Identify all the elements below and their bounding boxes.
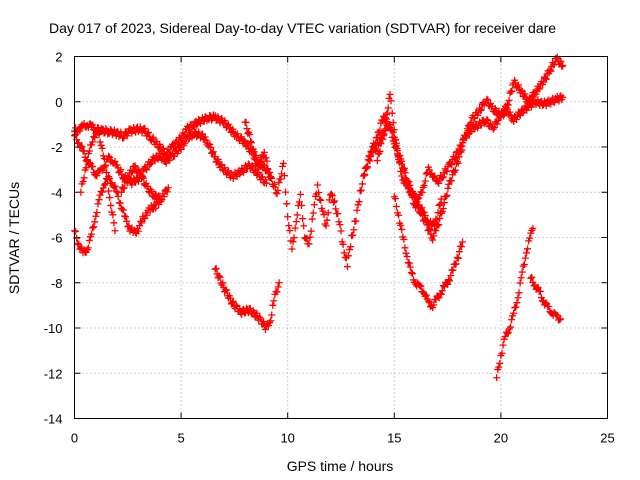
series-markers <box>360 53 567 244</box>
y-tick-label: -4 <box>51 185 63 200</box>
series-markers <box>211 264 283 333</box>
y-tick-label: 0 <box>55 95 62 110</box>
x-axis-title: GPS time / hours <box>287 458 394 474</box>
series-markers <box>493 224 537 382</box>
x-tick-label: 10 <box>280 431 294 446</box>
data-series <box>71 53 567 382</box>
series-markers <box>77 128 119 235</box>
series-4 <box>77 128 119 235</box>
x-tick-label: 15 <box>387 431 401 446</box>
series-6 <box>211 264 283 333</box>
y-tick-label: -10 <box>44 321 63 336</box>
y-tick-label: -14 <box>44 412 63 427</box>
series-11 <box>493 224 537 382</box>
x-tick-label: 5 <box>177 431 184 446</box>
x-tick-labels: 0 5 10 15 20 25 <box>71 431 615 446</box>
series-12 <box>527 273 565 324</box>
y-tick-label: -12 <box>44 366 63 381</box>
y-axis-title: SDTVAR / TECUs <box>6 182 22 294</box>
x-tick-label: 25 <box>600 431 614 446</box>
y-tick-label: -2 <box>51 140 63 155</box>
y-tick-label: -6 <box>51 231 63 246</box>
series-8 <box>360 53 567 244</box>
series-9 <box>373 90 445 229</box>
series-5 <box>117 162 164 203</box>
y-tick-label: -8 <box>51 276 63 291</box>
chart-title: Day 017 of 2023, Sidereal Day-to-day VTE… <box>49 20 556 36</box>
y-tick-labels: -14 -12 -10 -8 -6 -4 -2 0 2 <box>44 50 63 427</box>
x-tick-label: 20 <box>494 431 508 446</box>
x-tick-label: 0 <box>71 431 78 446</box>
series-markers <box>117 162 164 203</box>
series-10 <box>390 193 467 312</box>
series-markers <box>373 90 445 229</box>
series-markers <box>390 193 467 312</box>
plot-frame <box>74 56 608 419</box>
series-markers <box>527 273 565 324</box>
y-tick-label: 2 <box>55 50 62 65</box>
